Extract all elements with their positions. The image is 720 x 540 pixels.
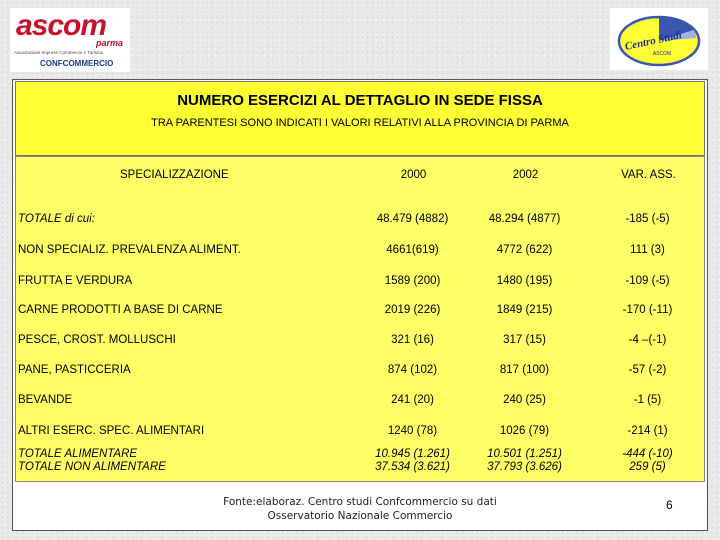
- row-label: ALTRI ESERC. SPEC. ALIMENTARI: [18, 425, 205, 437]
- row-label: BEVANDE: [18, 394, 73, 406]
- totals-label-non-alimentare: TOTALE NON ALIMENTARE: [18, 461, 166, 473]
- row-value-2002: 1480 (195): [496, 275, 553, 287]
- row-value-2000: 321 (16): [391, 334, 434, 346]
- row-value-2000: 1589 (200): [384, 275, 441, 287]
- row-value-2000: 4661(619): [386, 244, 439, 256]
- row-value-2002: 4772 (622): [496, 244, 553, 256]
- confcommercio-logo: CONFCOMMERCIO: [40, 59, 114, 68]
- row-label: PESCE, CROST. MOLLUSCHI: [18, 334, 176, 346]
- column-header-2000: 2000: [400, 169, 427, 181]
- row-value-2002: 817 (100): [499, 364, 550, 376]
- page-subtitle: TRA PARENTESI SONO INDICATI I VALORI REL…: [151, 117, 569, 129]
- column-header-specializzazione: SPECIALIZZAZIONE: [120, 169, 229, 181]
- row-label: NON SPECIALIZ. PREVALENZA ALIMENT.: [18, 244, 241, 256]
- row-value-var: -1 (5): [633, 394, 662, 406]
- ascom-logo-city: parma: [96, 38, 124, 48]
- totals-var-non-alimentare: 259 (5): [629, 461, 666, 473]
- totals-var-alimentare: -444 (-10): [622, 448, 673, 460]
- row-label: TOTALE di cui:: [18, 213, 95, 225]
- row-value-2002: 48.294 (4877): [488, 213, 561, 225]
- row-value-2002: 317 (15): [503, 334, 546, 346]
- row-value-2000: 241 (20): [391, 394, 434, 406]
- source-line-2: Osservatorio Nazionale Commercio: [267, 510, 453, 522]
- ascom-logo-tagline: Associazione Imprese Commercio e Turismo: [14, 50, 104, 55]
- centro-studi-logo: Centro Studi ASCOM: [610, 8, 708, 70]
- row-value-2000: 1240 (78): [387, 425, 438, 437]
- ascom-logo: ascom parma Associazione Imprese Commerc…: [10, 8, 130, 72]
- row-value-var: -170 (-11): [622, 304, 673, 316]
- source-footnote: Fonte:elaboraz. Centro studi Confcommerc…: [180, 495, 540, 523]
- row-value-var: -109 (-5): [625, 275, 670, 287]
- totals-label-alimentare: TOTALE ALIMENTARE: [18, 448, 138, 460]
- page-number: 6: [666, 498, 673, 512]
- row-value-2000: 2019 (226): [384, 304, 441, 316]
- page-title: NUMERO ESERCIZI AL DETTAGLIO IN SEDE FIS…: [177, 92, 543, 109]
- ascom-logo-word: ascom: [16, 9, 107, 42]
- row-label: CARNE PRODOTTI A BASE DI CARNE: [18, 304, 223, 316]
- row-value-var: -57 (-2): [628, 364, 667, 376]
- totals-2000-alimentare: 10.945 (1.261): [375, 448, 450, 460]
- centro-studi-logo-icon: Centro Studi ASCOM: [617, 15, 701, 67]
- data-table: SPECIALIZZAZIONE 2000 2002 VAR. ASS.: [15, 156, 705, 482]
- totals-2002-non-alimentare: 37.793 (3.626): [487, 461, 562, 473]
- totals-2002-alimentare: 10.501 (1.251): [487, 448, 562, 460]
- row-value-var: -4 –(-1): [628, 334, 667, 346]
- row-value-var: -214 (1): [627, 425, 668, 437]
- row-value-2002: 240 (25): [503, 394, 546, 406]
- row-label: PANE, PASTICCERIA: [18, 364, 131, 376]
- header-band: [15, 81, 705, 156]
- column-header-var-ass: VAR. ASS.: [621, 169, 676, 181]
- column-header-2002: 2002: [512, 169, 539, 181]
- row-value-var: -185 (-5): [625, 213, 670, 225]
- totals-2000-non-alimentare: 37.534 (3.621): [375, 461, 450, 473]
- row-value-2000: 48.479 (4882): [376, 213, 449, 225]
- row-value-2002: 1026 (79): [499, 425, 550, 437]
- centro-studi-subtext: ASCOM: [653, 51, 671, 57]
- source-line-1: Fonte:elaboraz. Centro studi Confcommerc…: [223, 496, 497, 508]
- row-value-2000: 874 (102): [387, 364, 438, 376]
- row-label: FRUTTA E VERDURA: [18, 275, 133, 287]
- row-value-var: 111 (3): [630, 244, 665, 256]
- row-value-2002: 1849 (215): [496, 304, 553, 316]
